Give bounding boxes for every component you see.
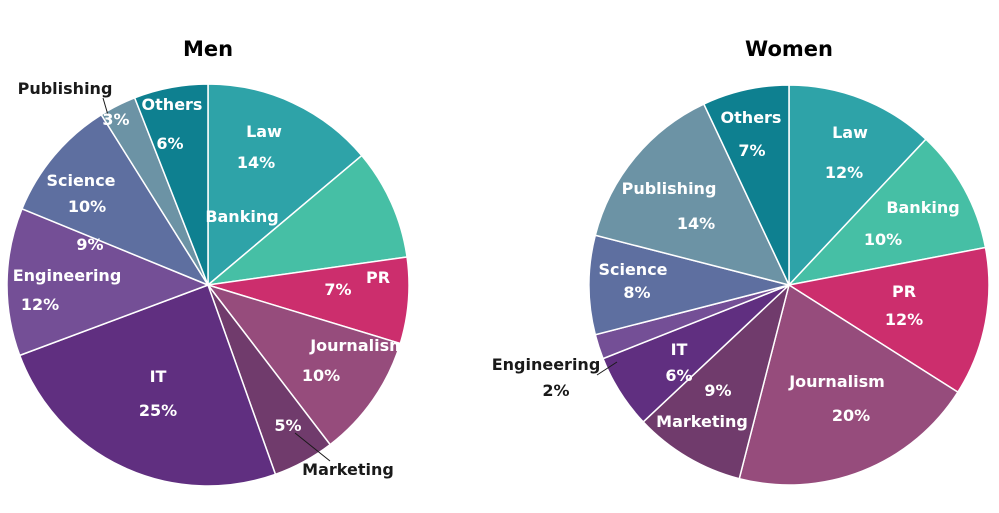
slice-label-men-engineering: Engineering (13, 266, 122, 285)
slice-value-women-law: 12% (825, 163, 863, 182)
slices-women (588, 84, 990, 486)
pie-slice-men-journalism (205, 283, 402, 446)
pie-slice-men-others (133, 83, 209, 286)
slice-value-men-science: 10% (68, 197, 106, 216)
slice-value-men-engineering: 12% (21, 295, 59, 314)
pie-slice-women-publishing (594, 103, 791, 287)
pie-slice-women-others (702, 84, 790, 286)
slice-value-men-banking: 9% (76, 235, 103, 254)
slice-value-men-marketing: 5% (274, 416, 301, 435)
pie-chart-women: Women Law 12% Banking 10% PR 12% Journalism 20%… (492, 37, 990, 486)
pie-slice-women-marketing (642, 282, 791, 480)
slice-label-men-journalism: Journalism (309, 336, 406, 355)
leader-lines-women (596, 361, 618, 376)
slice-value-women-science: 8% (623, 283, 650, 302)
slice-value-women-banking: 10% (864, 230, 902, 249)
pie-slice-women-banking (786, 138, 987, 287)
pie-slice-women-science (588, 234, 790, 336)
pie-slice-men-science (21, 113, 210, 287)
slice-value-men-others: 6% (156, 134, 183, 153)
slice-label-men-marketing: Marketing (302, 460, 394, 479)
slice-label-women-it: IT (671, 340, 688, 359)
slice-value-men-journalism: 10% (302, 366, 340, 385)
slice-value-women-it: 6% (665, 366, 692, 385)
slice-label-men-law: Law (246, 122, 282, 141)
slice-label-women-others: Others (721, 108, 782, 127)
pie-slice-women-pr (786, 246, 990, 394)
leader-line-men-publishing (102, 97, 109, 116)
pie-chart-men: Men Law 14% Banking 9% PR 7% Journalism 10% Mark… (6, 37, 410, 487)
slice-value-men-law: 14% (237, 153, 275, 172)
slice-value-women-others: 7% (738, 141, 765, 160)
slice-label-women-journalism: Journalism (788, 372, 885, 391)
leader-line-men-marketing (294, 432, 331, 462)
slice-label-men-science: Science (46, 171, 115, 190)
slice-label-men-pr: PR (366, 268, 390, 287)
slice-label-women-publishing: Publishing (622, 179, 717, 198)
pie-slice-men-it (18, 284, 277, 487)
pie-slice-women-journalism (738, 283, 959, 486)
slice-label-women-pr: PR (892, 282, 916, 301)
chart-title-men: Men (183, 37, 233, 61)
leader-lines-men (102, 97, 331, 462)
labels-women: Law 12% Banking 10% PR 12% Journalism 20% Market… (492, 108, 960, 431)
slice-value-men-it: 25% (139, 401, 177, 420)
labels-men: Law 14% Banking 9% PR 7% Journalism 10% Marketin… (13, 79, 406, 479)
slice-value-women-pr: 12% (885, 310, 923, 329)
slice-label-women-marketing: Marketing (656, 412, 748, 431)
slice-label-women-banking: Banking (886, 198, 959, 217)
slice-value-women-journalism: 20% (832, 406, 870, 425)
slice-label-men-it: IT (150, 367, 167, 386)
pie-slice-men-banking (205, 154, 408, 287)
slices-men (6, 83, 410, 487)
slice-value-women-engineering: 2% (542, 381, 569, 400)
slice-value-women-marketing: 9% (704, 381, 731, 400)
chart-title-women: Women (745, 37, 833, 61)
slice-label-men-others: Others (142, 95, 203, 114)
pie-slice-women-law (788, 84, 927, 287)
leader-line-women-engineering (596, 361, 618, 376)
slice-value-men-publishing: 3% (102, 110, 129, 129)
slice-label-women-law: Law (832, 123, 868, 142)
slice-label-men-publishing: Publishing (18, 79, 113, 98)
slice-label-men-banking: Banking (205, 207, 278, 226)
slice-label-women-science: Science (598, 260, 667, 279)
pie-slice-men-law (207, 83, 363, 287)
pie-slice-men-engineering (6, 207, 211, 357)
slice-value-women-publishing: 14% (677, 214, 715, 233)
slice-label-women-engineering: Engineering (492, 355, 601, 374)
slice-value-men-pr: 7% (324, 280, 351, 299)
